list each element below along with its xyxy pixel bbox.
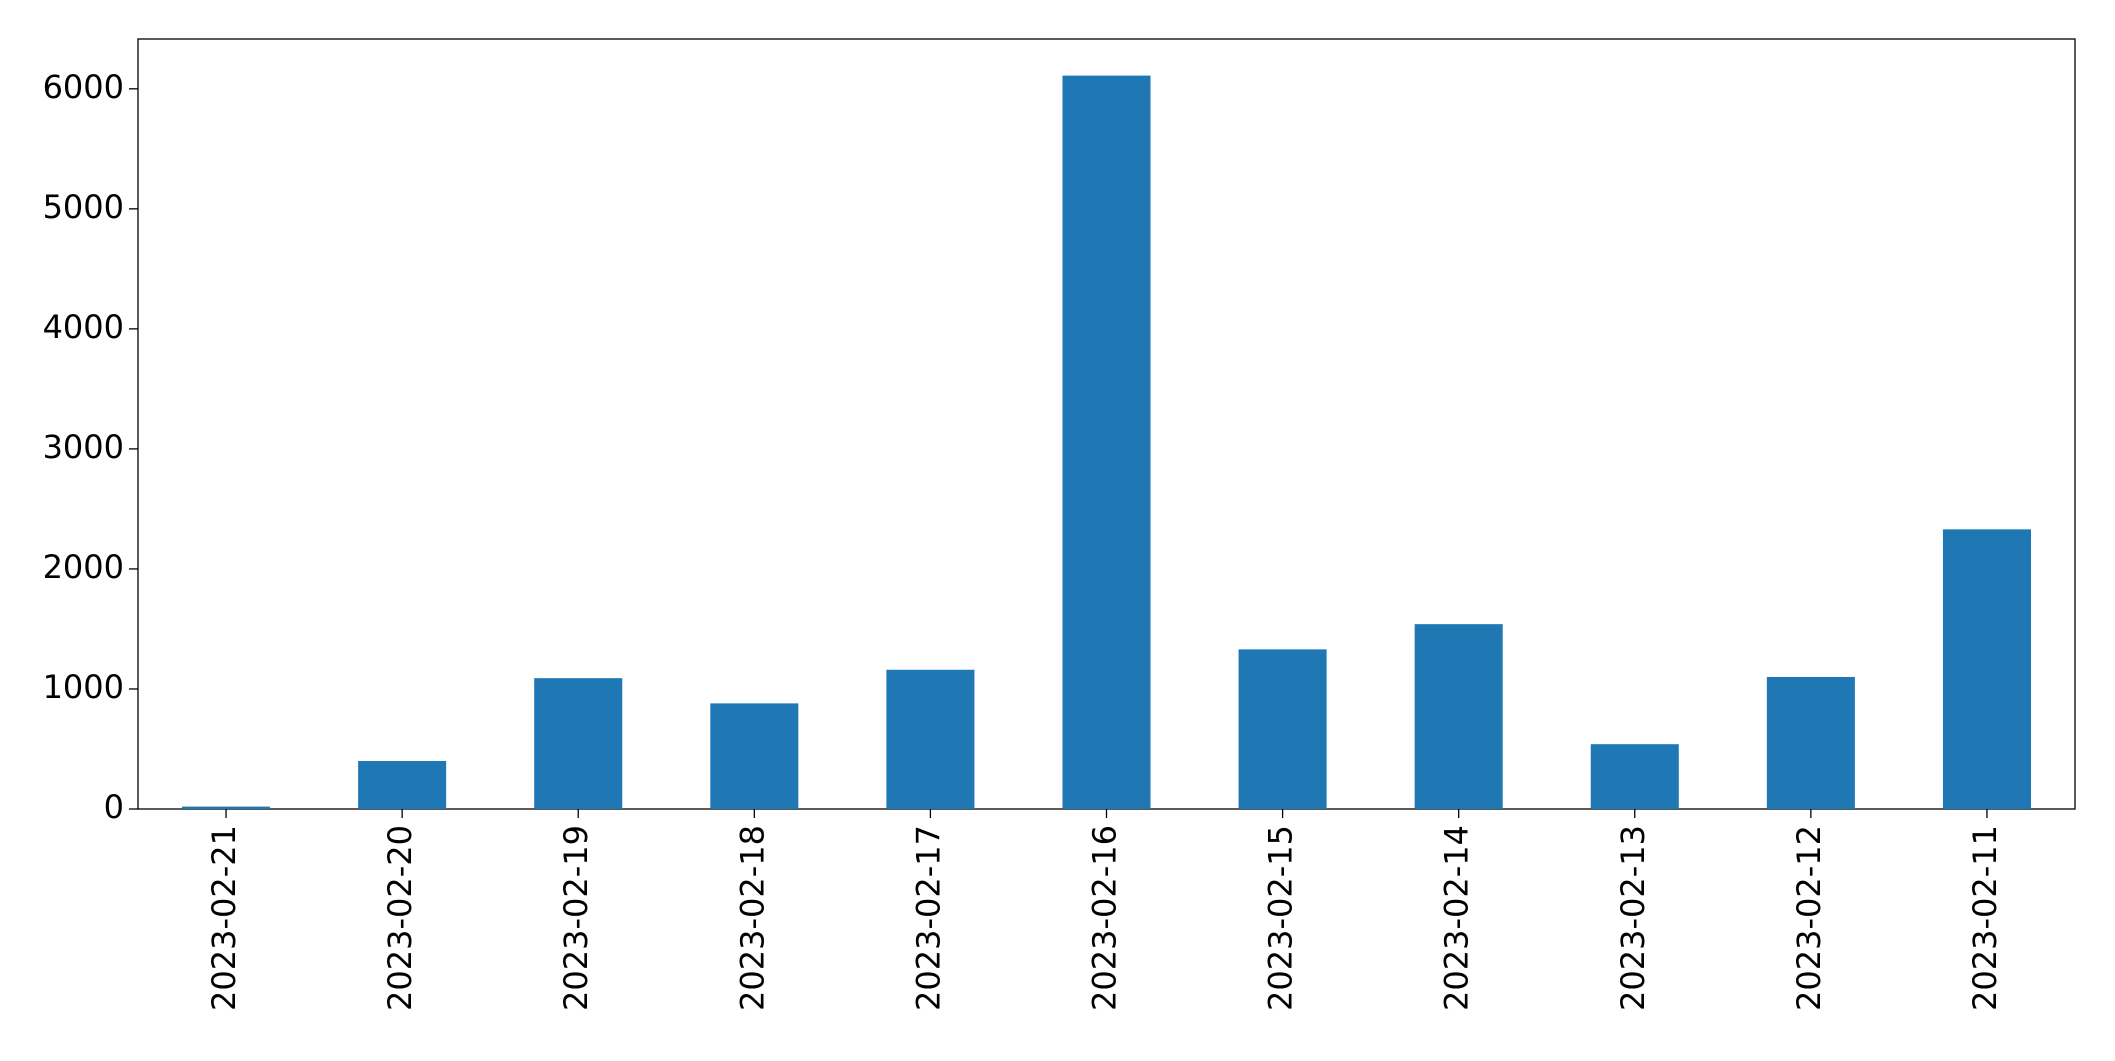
y-tick-label: 5000 [43,188,124,226]
bar [1766,676,1855,809]
bar [358,760,447,809]
y-tick-label: 6000 [43,68,124,106]
x-tick-label: 2023-02-19 [557,825,595,1011]
x-tick-label: 2023-02-14 [1438,825,1476,1011]
bar [1590,744,1679,809]
bar [534,678,623,809]
bar [1942,529,2031,809]
bar [1062,75,1151,810]
x-tick-label: 2023-02-17 [909,825,947,1011]
y-tick-label: 1000 [43,668,124,706]
x-tick-label: 2023-02-16 [1086,825,1124,1011]
y-tick-label: 4000 [43,308,124,346]
bar [886,669,975,809]
bar [710,703,799,809]
x-tick-label: 2023-02-20 [381,825,419,1011]
bar [1238,649,1327,809]
x-tick-label: 2023-02-15 [1262,825,1300,1011]
x-tick-label: 2023-02-13 [1614,825,1652,1011]
y-tick-label: 0 [104,788,124,826]
bar [1414,624,1503,809]
x-tick-label: 2023-02-11 [1966,825,2004,1011]
y-tick-label: 3000 [43,428,124,466]
x-tick-label: 2023-02-12 [1790,825,1828,1011]
bar [182,806,271,809]
x-tick-label: 2023-02-18 [733,825,771,1011]
y-tick-label: 2000 [43,548,124,586]
x-tick-label: 2023-02-21 [205,825,243,1011]
